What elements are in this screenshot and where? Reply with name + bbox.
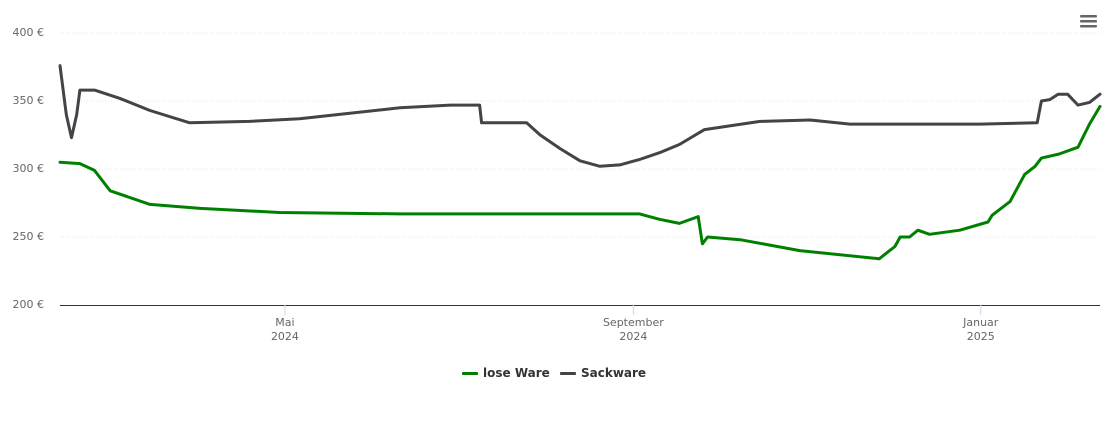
legend-item[interactable]: lose Ware [462,366,550,380]
x-tick-label: September 2024 [602,316,664,343]
legend-swatch [462,371,478,375]
y-tick-label: 350 € [13,94,45,107]
legend-item[interactable]: Sackware [560,366,646,380]
y-tick-label: 300 € [13,162,45,175]
legend-label: Sackware [581,366,647,380]
y-tick-label: 200 € [13,298,45,311]
series-line [58,64,1102,168]
x-tick-label: Januar 2025 [963,316,999,343]
y-tick-label: 250 € [13,230,45,243]
menu-icon[interactable] [1080,15,1097,28]
y-tick-label: 400 € [13,26,45,39]
legend-swatch [560,371,576,375]
legend-label: lose Ware [483,366,550,380]
x-tick-label: Mai 2024 [270,316,299,343]
series-line [58,104,1102,261]
